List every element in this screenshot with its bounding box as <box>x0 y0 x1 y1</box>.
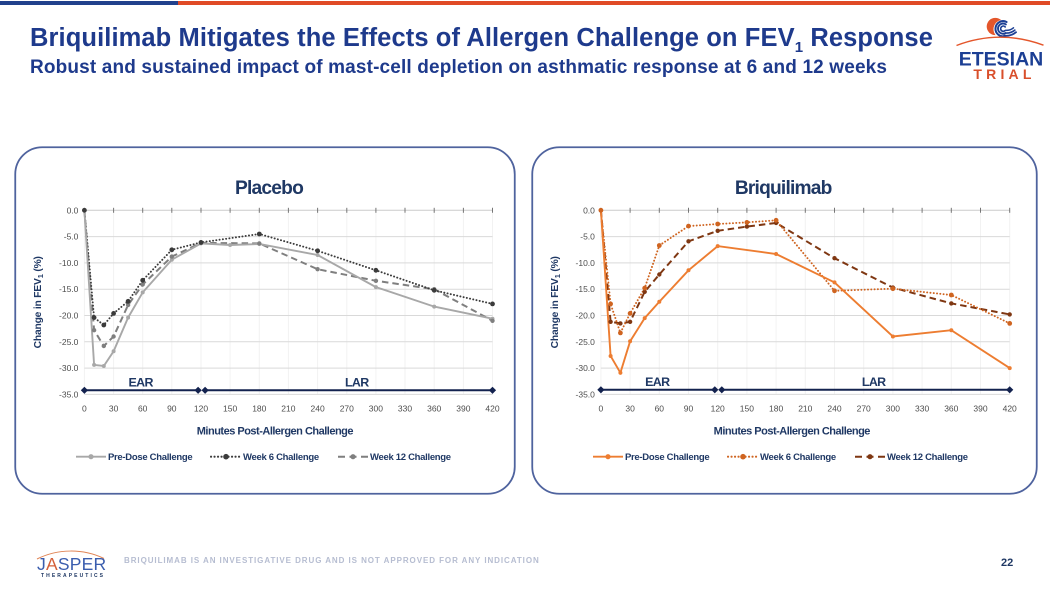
svg-text:JASPER: JASPER <box>37 554 106 574</box>
svg-text:90: 90 <box>684 404 694 414</box>
svg-text:0: 0 <box>82 404 87 414</box>
svg-text:30: 30 <box>109 404 119 414</box>
svg-text:270: 270 <box>340 404 354 414</box>
svg-text:240: 240 <box>311 404 325 414</box>
svg-text:120: 120 <box>711 404 725 414</box>
svg-text:300: 300 <box>886 404 900 414</box>
svg-text:420: 420 <box>485 404 499 414</box>
svg-text:Briquilimab: Briquilimab <box>735 178 832 199</box>
svg-text:0.0: 0.0 <box>583 205 595 215</box>
svg-text:-10.0: -10.0 <box>576 258 596 268</box>
svg-text:-15.0: -15.0 <box>59 284 79 294</box>
svg-text:360: 360 <box>427 404 441 414</box>
svg-text:-5.0: -5.0 <box>580 232 595 242</box>
svg-text:90: 90 <box>167 404 177 414</box>
svg-text:270: 270 <box>857 404 871 414</box>
svg-text:-5.0: -5.0 <box>64 232 79 242</box>
svg-text:180: 180 <box>769 404 783 414</box>
svg-text:60: 60 <box>655 404 665 414</box>
svg-text:Week 12 Challenge: Week 12 Challenge <box>887 452 968 463</box>
svg-text:Pre-Dose Challenge: Pre-Dose Challenge <box>625 452 709 463</box>
svg-text:330: 330 <box>398 404 412 414</box>
svg-text:Minutes Post-Allergen Challeng: Minutes Post-Allergen Challenge <box>714 426 871 438</box>
svg-text:LAR: LAR <box>345 375 369 389</box>
svg-text:180: 180 <box>252 404 266 414</box>
svg-text:EAR: EAR <box>129 375 154 389</box>
svg-text:TRIAL: TRIAL <box>973 66 1035 82</box>
svg-text:-30.0: -30.0 <box>576 363 596 373</box>
svg-text:-20.0: -20.0 <box>59 311 79 321</box>
svg-text:Placebo: Placebo <box>235 178 303 199</box>
svg-text:210: 210 <box>281 404 295 414</box>
svg-text:0: 0 <box>599 404 604 414</box>
svg-text:-20.0: -20.0 <box>576 311 596 321</box>
svg-text:Pre-Dose Challenge: Pre-Dose Challenge <box>108 452 192 463</box>
svg-text:390: 390 <box>456 404 470 414</box>
svg-text:ETESIAN: ETESIAN <box>959 49 1044 71</box>
svg-text:Week 6 Challenge: Week 6 Challenge <box>243 452 319 463</box>
svg-text:EAR: EAR <box>645 375 670 389</box>
svg-text:300: 300 <box>369 404 383 414</box>
svg-text:0.0: 0.0 <box>67 205 79 215</box>
svg-text:150: 150 <box>223 404 237 414</box>
svg-text:120: 120 <box>194 404 208 414</box>
svg-text:-30.0: -30.0 <box>59 363 79 373</box>
svg-text:330: 330 <box>915 404 929 414</box>
svg-text:360: 360 <box>944 404 958 414</box>
svg-text:Change in FEV1 (%): Change in FEV1 (%) <box>33 256 45 348</box>
svg-text:60: 60 <box>138 404 148 414</box>
svg-text:THERAPEUTICS: THERAPEUTICS <box>41 573 105 579</box>
svg-text:390: 390 <box>973 404 987 414</box>
svg-text:Week 6 Challenge: Week 6 Challenge <box>760 452 836 463</box>
svg-text:420: 420 <box>1003 404 1017 414</box>
svg-text:210: 210 <box>798 404 812 414</box>
svg-text:-25.0: -25.0 <box>59 337 79 347</box>
svg-text:-35.0: -35.0 <box>576 389 596 399</box>
svg-text:30: 30 <box>625 404 635 414</box>
svg-text:Week 12 Challenge: Week 12 Challenge <box>370 452 451 463</box>
svg-text:Change in FEV1 (%): Change in FEV1 (%) <box>550 256 562 348</box>
svg-text:150: 150 <box>740 404 754 414</box>
svg-text:-35.0: -35.0 <box>59 389 79 399</box>
svg-text:Minutes Post-Allergen Challeng: Minutes Post-Allergen Challenge <box>197 426 354 438</box>
svg-text:-10.0: -10.0 <box>59 258 79 268</box>
svg-text:LAR: LAR <box>862 375 886 389</box>
svg-text:-25.0: -25.0 <box>576 337 596 347</box>
svg-text:-15.0: -15.0 <box>576 284 596 294</box>
svg-text:240: 240 <box>827 404 841 414</box>
